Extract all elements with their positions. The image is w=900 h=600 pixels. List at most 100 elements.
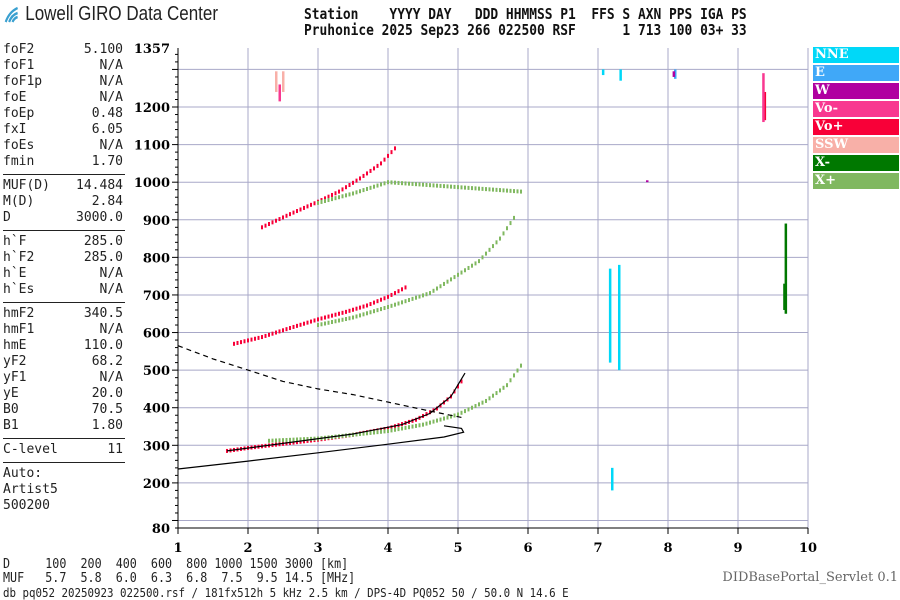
echo-x+: [513, 215, 515, 220]
echo-x+: [341, 317, 344, 322]
echo-x+: [502, 231, 505, 236]
param-row: hmE 110.0: [3, 338, 123, 354]
param-name: yE: [3, 386, 19, 401]
echo-vo+: [373, 300, 375, 305]
param-name: C-level: [3, 442, 58, 457]
echo-x+: [397, 427, 400, 432]
param-value: 5.100: [83, 42, 123, 57]
echo-x+: [380, 429, 382, 434]
logo-text: Lowell GIRO Data Center: [25, 3, 219, 25]
param-row: hmF1 N/A: [3, 322, 123, 338]
echo-x+: [348, 433, 351, 438]
echo-x+: [467, 265, 470, 270]
param-name: hmF2: [3, 306, 35, 321]
echo-x+: [355, 190, 358, 195]
echo-x+: [359, 432, 361, 437]
echo-x+: [450, 184, 452, 189]
echo-x+: [362, 312, 365, 317]
echo-x+: [488, 396, 491, 401]
echo-vo+: [243, 339, 246, 344]
echo-x+: [345, 317, 347, 322]
echo-vo+: [383, 296, 386, 301]
echo-vo+: [404, 285, 407, 290]
echo-nne: [601, 69, 605, 76]
echo-x+: [471, 186, 473, 191]
y-tick-label: 1000: [134, 176, 170, 191]
legend-item-nne: NNE: [813, 47, 899, 63]
echo-x+: [513, 189, 515, 194]
param-value: 11: [107, 442, 123, 457]
param-value: 1.70: [91, 154, 123, 169]
echo-vo+: [355, 178, 358, 183]
echo-vo+: [240, 340, 242, 345]
echo-vo+: [285, 213, 288, 218]
echo-x+: [373, 184, 375, 189]
echo-x+: [362, 431, 365, 436]
echo-vo+: [313, 201, 316, 206]
separator: [3, 174, 125, 175]
echo-x+: [450, 277, 452, 282]
echo-x+: [422, 293, 424, 298]
echo-x+: [376, 183, 379, 188]
echo-x+: [401, 426, 403, 431]
echo-x+: [520, 363, 522, 368]
echo-vo+: [345, 185, 347, 190]
echo-x+: [467, 185, 470, 190]
echo-x+: [366, 186, 368, 191]
echo-x+: [485, 187, 487, 192]
profile-dashed-line: [177, 345, 466, 419]
echo-vo+: [352, 180, 354, 185]
auto-line: Auto:: [3, 466, 43, 481]
echo-vo+: [264, 333, 267, 338]
param-value: 6.05: [91, 122, 123, 137]
echo-x+: [390, 180, 393, 185]
param-name: yF2: [3, 354, 27, 369]
echo-x+: [408, 298, 410, 303]
y-tick-label: 600: [143, 327, 170, 342]
echo-vo+: [425, 412, 428, 417]
echo-x+: [499, 236, 501, 241]
param-row: C-level 11: [3, 442, 123, 458]
echo-vo+: [457, 384, 459, 389]
echo-x+: [331, 197, 333, 202]
echo-x+: [376, 308, 379, 313]
param-name: h`Es: [3, 282, 35, 297]
echo-vo+: [415, 417, 417, 422]
echo-vo+: [460, 379, 463, 384]
echo-vo+: [299, 322, 302, 327]
legend-item-vominus: Vo-: [813, 101, 899, 117]
echo-x+: [422, 422, 424, 427]
echo-x+: [439, 417, 442, 422]
echo-x+: [513, 373, 515, 378]
param-row: B1 1.80: [3, 418, 123, 434]
echo-x+: [285, 437, 288, 442]
echo-x+: [359, 313, 361, 318]
param-value: 285.0: [83, 234, 123, 249]
echo-vo+: [338, 311, 340, 316]
legend-item-w: W: [813, 83, 899, 99]
echo-x+: [450, 414, 452, 419]
echo-vo+: [275, 218, 277, 223]
echo-vo+: [348, 308, 351, 313]
echo-x+: [320, 199, 323, 204]
echo-x+: [401, 300, 403, 305]
echo-x+: [495, 240, 498, 245]
echo-vo+: [383, 157, 386, 162]
echo-vo+: [310, 319, 312, 324]
echo-e: [674, 69, 677, 79]
param-name: D: [3, 210, 11, 225]
echo-nne: [618, 264, 621, 371]
param-row: yE 20.0: [3, 386, 123, 402]
echo-x+: [467, 407, 470, 412]
auto-line: 500200: [3, 498, 50, 513]
autoscaling-info: Auto: Artist5 500200: [3, 466, 123, 514]
param-name: fxI: [3, 122, 27, 137]
echo-x+: [327, 320, 330, 325]
echo-vo+: [345, 309, 347, 314]
echo-x+: [289, 437, 291, 442]
echo-ssw: [282, 71, 285, 92]
echo-nne: [619, 69, 622, 81]
echo-vo+: [359, 305, 361, 310]
y-tick-label: 900: [143, 214, 170, 229]
echo-vo+: [359, 176, 361, 181]
